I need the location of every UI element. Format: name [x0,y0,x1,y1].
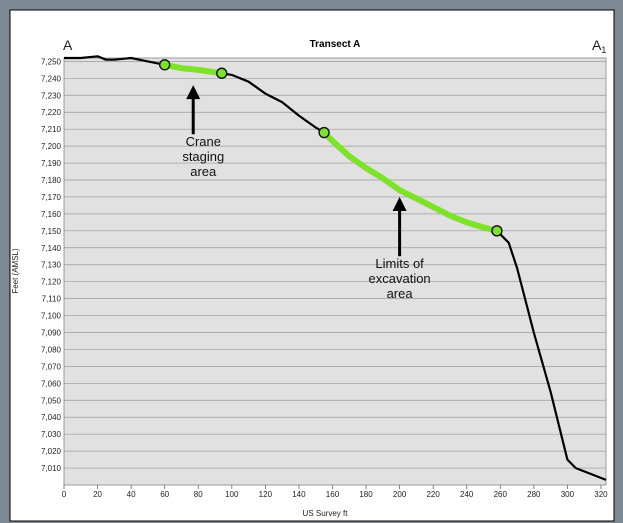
chart-title: Transect A [310,39,361,50]
y-tick-label: 7,130 [41,261,62,270]
x-tick-label: 260 [494,490,508,499]
x-tick-label: 0 [62,490,67,499]
x-tick-label: 220 [426,490,440,499]
annotation-text-line: area [190,164,217,179]
y-tick-label: 7,080 [41,345,62,354]
y-tick-label: 7,180 [41,176,62,185]
segment-endpoint-marker [491,225,503,237]
x-tick-label: 120 [259,490,273,499]
x-tick-label: 100 [225,490,239,499]
y-tick-label: 7,050 [41,396,62,405]
y-tick-label: 7,240 [41,74,62,83]
y-tick-label: 7,060 [41,379,62,388]
endpoint-label-right: A1 [592,37,606,55]
y-tick-label: 7,030 [41,430,62,439]
x-tick-label: 240 [460,490,474,499]
endpoint-label-left: A [63,37,73,53]
x-tick-label: 200 [393,490,407,499]
y-tick-label: 7,070 [41,362,62,371]
y-tick-label: 7,210 [41,125,62,134]
annotation-arrowhead [392,196,407,211]
x-tick-label: 80 [194,490,203,499]
marker-layer [158,59,503,237]
x-tick-label: 300 [561,490,575,499]
y-tick-label: 7,190 [41,159,62,168]
y-tick-label: 7,110 [42,295,62,304]
annotation-text-line: Limits of [375,256,424,271]
y-tick-label: 7,250 [41,57,62,66]
annotation-text-line: staging [182,149,224,164]
x-tick-label: 20 [93,490,102,499]
y-tick-label: 7,120 [41,278,62,287]
y-tick-label: 7,170 [41,193,62,202]
x-axis-label: US Survey ft [303,509,349,518]
segment-endpoint-marker [216,67,228,79]
endpoint-label-right-main: A [592,37,602,53]
y-tick-label: 7,090 [41,329,62,338]
annotation-text-line: excavation [369,271,431,286]
x-tick-label: 320 [594,490,608,499]
annotation-arrowhead [186,85,201,100]
gridlines [64,61,606,469]
y-axis-label: Feet (AMSL) [11,248,20,294]
highlight-segment [161,61,225,77]
highlight-layer [161,61,500,234]
highlight-segment [321,129,500,234]
y-tick-label: 7,220 [41,108,62,117]
y-tick-label: 7,100 [41,312,62,321]
x-tick-label: 60 [160,490,169,499]
x-tick-label: 160 [326,490,340,499]
y-tick-labels: 7,010 7,020 7,030 7,040 7,050 7,060 7,070 7,080… [41,57,62,473]
y-tick-label: 7,040 [41,413,62,422]
plot-area [63,57,607,486]
endpoint-label-right-sub: 1 [601,45,606,55]
y-tick-label: 7,150 [41,227,62,236]
x-tick-label: 140 [292,490,306,499]
x-tick-labels: 0 20 40 60 80 100 120 140 160 180 200 220 240 260 280 3… [62,485,608,499]
x-tick-label: 180 [359,490,373,499]
segment-endpoint-marker [318,126,330,139]
segment-endpoint-marker [158,59,171,71]
y-tick-label: 7,140 [41,244,62,253]
y-tick-label: 7,200 [41,142,62,151]
x-tick-label: 280 [527,490,541,499]
y-tick-label: 7,020 [41,447,62,456]
annotation-text-line: Crane [186,134,221,149]
annotation-text-line: area [387,286,414,301]
y-tick-label: 7,010 [41,464,62,473]
y-tick-label: 7,230 [41,91,62,100]
y-tick-label: 7,160 [41,210,62,219]
x-tick-label: 40 [127,490,136,499]
